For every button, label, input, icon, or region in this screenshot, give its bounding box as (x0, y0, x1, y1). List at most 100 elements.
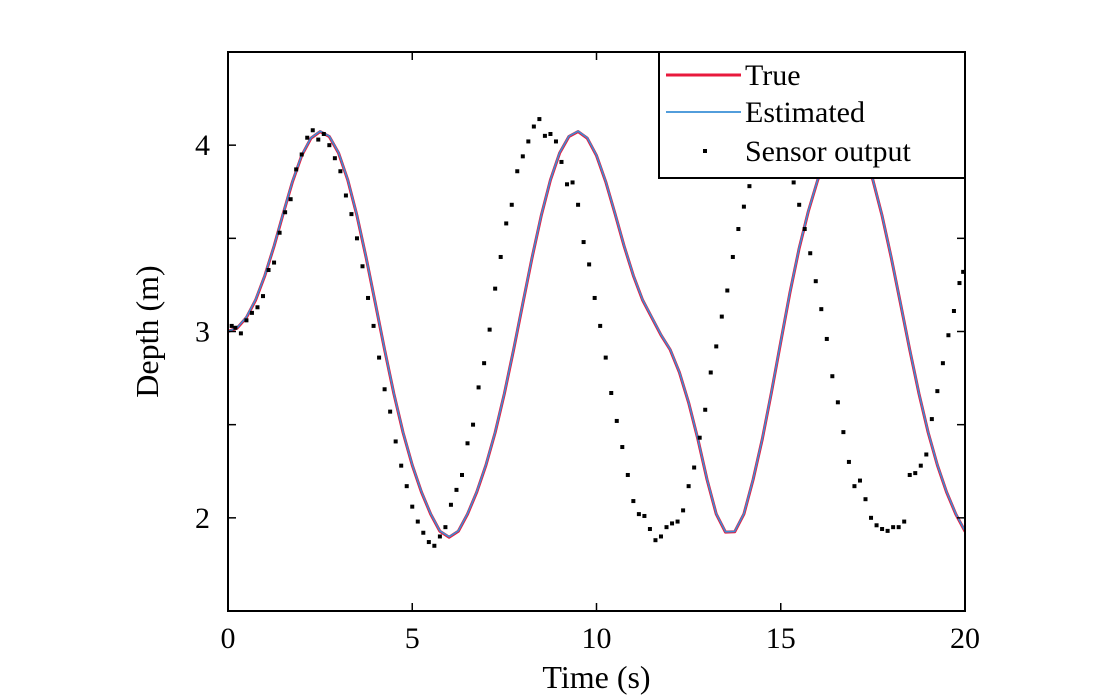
sensor-point (238, 331, 243, 336)
sensor-point (482, 361, 487, 366)
y-tick-label: 2 (195, 502, 210, 535)
sensor-point (741, 204, 746, 209)
sensor-point (526, 139, 531, 144)
sensor-point (244, 318, 249, 323)
sensor-point (896, 525, 901, 530)
sensor-point (957, 281, 962, 286)
sensor-point (703, 407, 708, 412)
sensor-point (880, 527, 885, 532)
x-tick-label: 10 (582, 622, 612, 655)
sensor-point (559, 159, 564, 164)
sensor-point (951, 309, 956, 313)
sensor-point (891, 525, 896, 530)
sensor-point (548, 131, 553, 136)
sensor-point (907, 472, 912, 477)
sensor-point (354, 236, 359, 241)
series-line-true (228, 130, 965, 539)
sensor-point (808, 251, 813, 256)
sensor-point (863, 497, 868, 502)
sensor-point (576, 202, 581, 207)
sensor-point (553, 139, 558, 144)
sensor-point (460, 472, 464, 477)
sensor-point (946, 333, 951, 338)
sensor-point (537, 117, 542, 122)
sensor-point (498, 254, 503, 259)
sensor-point (360, 264, 365, 269)
x-tick-label: 20 (950, 622, 980, 655)
sensor-point (476, 385, 481, 390)
sensor-point (520, 154, 525, 159)
sensor-point (299, 152, 304, 157)
sensor-point (824, 336, 829, 341)
sensor-point (454, 487, 459, 492)
sensor-point (515, 169, 520, 174)
sensor-point (940, 361, 945, 366)
sensor-point (316, 137, 321, 142)
sensor-point (233, 325, 238, 330)
sensor-point (852, 484, 857, 489)
sensor-point (587, 262, 592, 267)
sensor-point (609, 390, 614, 395)
sensor-point (636, 512, 641, 517)
sensor-point (382, 387, 387, 392)
sensor-point (388, 409, 393, 414)
sensor-point (294, 167, 299, 172)
sensor-point (410, 504, 415, 509)
sensor-point (305, 135, 310, 140)
sensor-point (802, 227, 807, 232)
sensor-point (730, 254, 735, 259)
sensor-point (487, 327, 492, 332)
sensor-point (625, 472, 630, 477)
sensor-point (791, 180, 796, 185)
sensor-point (266, 268, 271, 273)
sensor-point (465, 441, 470, 446)
sensor-point (819, 307, 824, 312)
sensor-point (332, 156, 337, 161)
sensor-point (272, 260, 277, 265)
sensor-point (426, 540, 431, 545)
sensor-point (581, 240, 586, 245)
sensor-point (377, 355, 382, 360)
sensor-point (493, 286, 498, 291)
sensor-point (885, 528, 890, 533)
sensor-point (681, 508, 686, 513)
sensor-point (598, 323, 603, 328)
sensor-point (841, 430, 846, 435)
legend-label-sensor-output: Sensor output (745, 135, 912, 168)
sensor-point (835, 400, 840, 405)
sensor-point (371, 323, 376, 328)
sensor-point (229, 323, 234, 328)
sensor-point (736, 227, 741, 232)
sensor-point (343, 193, 348, 198)
y-tick-label: 3 (195, 316, 210, 349)
x-tick-label: 5 (405, 622, 420, 655)
sensor-point (321, 131, 326, 136)
sensor-point (670, 521, 675, 526)
sensor-point (725, 288, 730, 293)
legend-label-estimated: Estimated (745, 96, 865, 129)
sensor-point (283, 210, 288, 215)
sensor-point (869, 515, 874, 520)
sensor-point (642, 513, 647, 518)
sensor-point (813, 279, 818, 284)
legend-label-true: True (745, 59, 801, 92)
sensor-point (471, 422, 476, 427)
sensor-point (719, 314, 724, 319)
sensor-point (747, 184, 752, 189)
sensor-point (830, 374, 835, 379)
sensor-point (603, 355, 608, 360)
sensor-point (631, 499, 636, 504)
sensor-point (664, 525, 669, 530)
sensor-point (929, 417, 934, 422)
sensor-point (902, 519, 907, 524)
sensor-point (658, 534, 663, 539)
sensor-point (647, 527, 652, 532)
sensor-point (961, 269, 965, 274)
sensor-point (327, 143, 332, 148)
x-tick-label: 15 (766, 622, 796, 655)
sensor-point (509, 202, 514, 207)
y-tick-label: 4 (195, 129, 210, 162)
sensor-point (404, 484, 409, 489)
y-axis-label: Depth (m) (129, 265, 165, 397)
sensor-point (797, 202, 802, 207)
